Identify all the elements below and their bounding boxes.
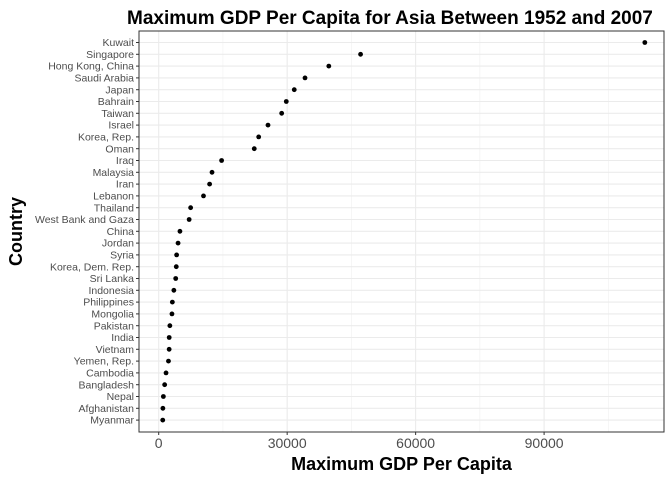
data-point [175,240,181,246]
data-points [160,40,648,423]
y-tick-label: Cambodia [86,368,134,380]
y-tick-label: Kuwait [102,37,134,49]
data-point [169,299,175,305]
x-axis-title: Maximum GDP Per Capita [291,454,513,474]
y-tick-label: Korea, Rep. [78,132,134,144]
data-point [283,99,289,104]
y-tick-label: Sri Lanka [90,273,135,285]
chart-title: Maximum GDP Per Capita for Asia Between … [127,8,653,29]
data-point [219,158,224,163]
data-point [166,335,172,340]
y-tick-label: Nepal [107,391,134,403]
data-point [279,110,285,116]
y-tick-label: Oman [105,143,134,155]
data-point [201,193,206,199]
y-tick-label: Mongolia [91,309,134,321]
data-point [174,252,180,258]
data-point [256,134,262,140]
data-point [167,323,173,329]
data-point [186,217,192,222]
y-tick-label: Myanmar [90,415,134,427]
y-tick-label: India [111,332,134,344]
y-tick-label: Indonesia [88,285,134,297]
x-tick-label: 0 [155,435,163,451]
y-tick-label: Korea, Dem. Rep. [50,261,134,273]
data-point [358,51,363,57]
data-point [207,181,213,187]
data-point [160,405,166,411]
grid [139,31,664,432]
y-tick-label: Bahrain [98,96,134,108]
data-point [173,276,179,281]
x-tick-label: 30000 [268,435,307,451]
data-point [166,358,171,364]
data-point [160,394,166,399]
data-point [171,287,177,293]
data-point [162,382,168,388]
y-tick-label: China [107,226,135,238]
data-point [169,311,175,317]
y-tick-label: Taiwan [101,108,134,120]
data-point [166,346,172,352]
data-point [177,228,183,234]
data-point [302,75,308,81]
data-point [251,146,257,152]
data-point [265,122,271,128]
y-tick-label: Thailand [94,202,134,214]
data-point [173,264,179,270]
data-point [326,63,332,69]
y-tick-label: Philippines [83,297,134,309]
y-tick-label: Israel [108,120,134,132]
y-tick-label: West Bank and Gaza [35,214,134,226]
y-axis-title: Country [6,197,26,266]
y-tick-label: Yemen, Rep. [74,356,134,368]
data-point [642,40,648,45]
y-tick-label: Jordan [102,238,134,250]
y-tick-label: Afghanistan [79,403,135,415]
y-tick-label: Hong Kong, China [48,61,134,73]
y-tick-label: Iran [116,179,134,191]
y-tick-label: Bangladesh [79,379,135,391]
y-tick-label: Iraq [116,155,134,167]
data-point [160,417,166,423]
y-tick-label: Pakistan [94,320,134,332]
x-tick-label: 90000 [525,435,564,451]
data-point [163,370,169,376]
y-tick-label: Saudi Arabia [74,73,134,85]
data-point [188,205,194,211]
x-axis-ticks: 0 30000 60000 90000 [155,432,564,451]
data-point [209,169,215,175]
y-tick-label: Malaysia [93,167,135,179]
data-point [291,87,297,93]
y-tick-label: Vietnam [96,344,135,356]
y-tick-label: Japan [105,84,134,96]
y-tick-label: Singapore [86,49,134,61]
y-tick-label: Lebanon [93,191,134,203]
y-tick-label: Syria [110,250,134,262]
panel-border [138,30,665,433]
x-tick-label: 60000 [396,435,435,451]
